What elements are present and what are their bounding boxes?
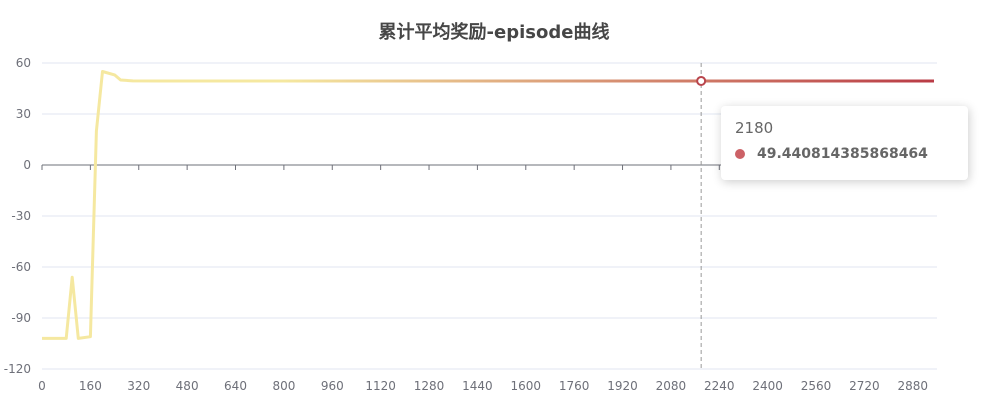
y-tick-label: 30 [16, 107, 31, 121]
x-tick-label: 1120 [365, 379, 396, 393]
y-tick-label: -60 [11, 260, 31, 274]
tooltip-marker-icon [735, 149, 745, 159]
tooltip-row: 49.440814385868464 [735, 146, 954, 162]
x-tick-label: 320 [127, 379, 150, 393]
tooltip-value: 49.440814385868464 [757, 146, 928, 162]
y-axis: 60 30 0 -30 -60 -90 -120 [4, 56, 31, 376]
x-tick-label: 640 [224, 379, 247, 393]
x-tick-label: 0 [38, 379, 46, 393]
x-tick-label: 1600 [511, 379, 542, 393]
y-tick-label: -90 [11, 311, 31, 325]
tooltip-x-label: 2180 [735, 119, 774, 137]
x-tick-label: 800 [272, 379, 295, 393]
x-tick-label: 2080 [656, 379, 687, 393]
x-tick-label: 1280 [414, 379, 445, 393]
x-tick-label: 1440 [462, 379, 493, 393]
y-tick-label: 0 [23, 158, 31, 172]
x-tick-label: 2240 [704, 379, 735, 393]
hover-point[interactable] [696, 75, 707, 86]
x-tick-label: 480 [176, 379, 199, 393]
x-tick-label: 2720 [849, 379, 880, 393]
x-tick-label: 2880 [898, 379, 929, 393]
x-tick-label: 160 [79, 379, 102, 393]
chart-title: 累计平均奖励-episode曲线 [378, 22, 610, 43]
y-tick-label: 60 [16, 56, 31, 70]
x-tick-label: 2560 [801, 379, 832, 393]
x-tick-label: 2400 [752, 379, 783, 393]
y-tick-label: -30 [11, 209, 31, 223]
x-axis: 0 160 320 480 640 800 960 1120 1280 1440 1600 1760 1… [38, 164, 937, 393]
grid-lines [42, 62, 937, 370]
x-tick-label: 1920 [607, 379, 638, 393]
y-tick-label: -120 [4, 362, 31, 376]
tooltip: 2180 49.440814385868464 [721, 106, 968, 180]
series-line [42, 70, 934, 340]
x-tick-label: 1760 [559, 379, 590, 393]
x-tick-label: 960 [321, 379, 344, 393]
